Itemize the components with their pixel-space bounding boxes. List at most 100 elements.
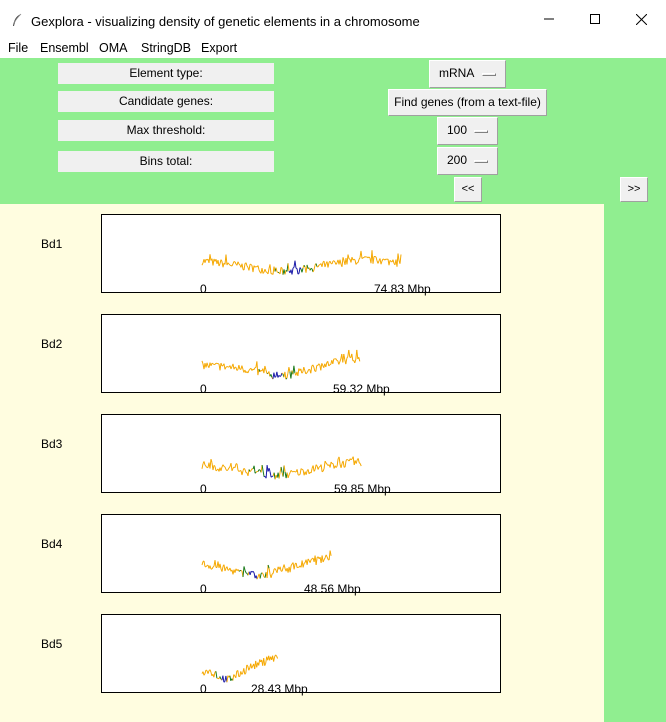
title-bar: Gexplora - visualizing density of geneti… <box>0 0 666 38</box>
density-segment <box>276 371 279 378</box>
close-icon <box>635 13 647 25</box>
density-segment <box>354 259 357 265</box>
density-segment <box>300 468 303 470</box>
density-segment <box>310 366 313 374</box>
density-segment <box>203 461 206 466</box>
density-segment <box>288 367 291 372</box>
density-segment <box>329 550 332 556</box>
density-segment <box>324 460 327 464</box>
density-segment <box>280 466 283 473</box>
density-segment <box>261 465 264 472</box>
density-segment <box>257 265 260 271</box>
density-segment <box>223 465 226 468</box>
density-segment <box>263 475 266 478</box>
density-segment <box>310 558 313 560</box>
density-segment <box>238 570 241 572</box>
density-segment <box>293 365 296 374</box>
density-segment <box>338 456 341 465</box>
density-segment <box>281 567 284 572</box>
density-segment <box>281 372 284 375</box>
density-segment <box>351 353 354 361</box>
menu-stringdb[interactable]: StringDB <box>141 41 192 55</box>
max-threshold-dropdown[interactable]: 100 <box>437 117 498 145</box>
density-segment <box>250 570 253 573</box>
menu-ensembl[interactable]: Ensembl <box>40 41 89 55</box>
density-segment <box>342 460 345 468</box>
density-segment <box>245 572 248 574</box>
density-segment <box>276 655 279 659</box>
density-segment <box>314 464 317 470</box>
density-segment <box>317 466 320 470</box>
minimize-button[interactable] <box>526 0 572 38</box>
axis-start-label: 0 <box>200 682 207 696</box>
bins-total-value: 200 <box>447 153 468 167</box>
density-segment <box>265 271 268 273</box>
previous-button[interactable]: << <box>454 177 482 202</box>
density-segment <box>234 463 237 468</box>
density-segment <box>346 458 349 461</box>
density-segment <box>244 570 247 573</box>
dropdown-indicator-icon <box>482 73 496 76</box>
close-button[interactable] <box>618 0 664 38</box>
density-segment <box>255 471 258 473</box>
density-segment <box>313 366 316 372</box>
menu-export[interactable]: Export <box>201 41 238 55</box>
density-plot: 0 59.85 Mbp <box>101 414 501 496</box>
element-type-dropdown[interactable]: mRNA <box>429 60 506 88</box>
density-segment <box>270 374 273 378</box>
density-segment <box>262 573 265 578</box>
density-segment <box>228 466 231 469</box>
chromosome-label: Bd2 <box>41 337 63 351</box>
density-segment <box>312 364 315 368</box>
max-threshold-value: 100 <box>447 123 468 137</box>
next-button[interactable]: >> <box>620 177 648 202</box>
density-segment <box>284 270 287 275</box>
menu-oma[interactable]: OMA <box>99 41 128 55</box>
density-segment <box>212 465 215 471</box>
density-segment <box>323 461 326 469</box>
maximize-button[interactable] <box>572 0 618 38</box>
density-segment <box>303 264 306 268</box>
density-segment <box>225 254 228 266</box>
density-segment <box>284 371 287 380</box>
density-segment <box>217 260 220 267</box>
density-segment <box>252 571 255 574</box>
density-segment <box>222 464 225 467</box>
density-segment <box>219 363 222 371</box>
density-segment <box>328 364 331 367</box>
density-segment <box>205 565 208 568</box>
density-segment <box>201 360 204 365</box>
density-segment <box>350 458 353 461</box>
density-segment <box>399 254 402 264</box>
density-segment <box>226 469 229 472</box>
density-segment <box>358 357 361 362</box>
density-segment <box>345 459 348 461</box>
density-segment <box>241 470 244 476</box>
density-chart <box>201 654 279 683</box>
density-segment <box>225 366 228 368</box>
density-segment <box>241 672 244 675</box>
chromosome-length-label: 28.43 Mbp <box>251 682 308 696</box>
density-segment <box>276 566 279 573</box>
density-segment <box>224 568 227 572</box>
density-segment <box>363 256 366 258</box>
density-segment <box>247 370 250 374</box>
density-segment <box>321 363 324 366</box>
density-segment <box>214 466 217 471</box>
density-segment <box>258 269 261 273</box>
density-segment <box>305 372 308 375</box>
chromosome-length-label: 59.32 Mbp <box>333 382 390 396</box>
find-genes-button[interactable]: Find genes (from a text-file) <box>388 89 547 116</box>
density-segment <box>275 654 277 657</box>
right-panel-strip <box>604 204 666 722</box>
density-segment <box>385 258 388 260</box>
density-segment <box>243 668 246 675</box>
density-segment <box>301 371 304 374</box>
density-segment <box>297 368 300 376</box>
bins-total-dropdown[interactable]: 200 <box>437 147 498 175</box>
density-segment <box>285 377 288 380</box>
density-segment <box>220 259 223 262</box>
menu-file[interactable]: File <box>8 41 29 55</box>
density-segment <box>357 458 360 463</box>
bins-total-label: Bins total: <box>58 151 274 172</box>
